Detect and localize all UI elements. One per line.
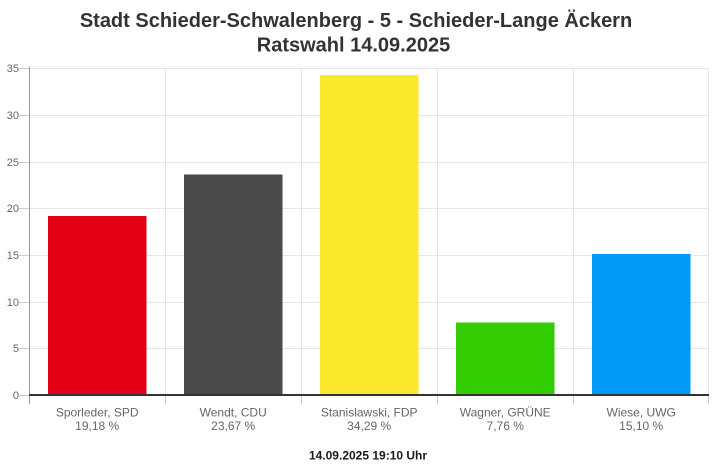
svg-text:35: 35 (7, 63, 19, 75)
svg-text:23,67 %: 23,67 % (211, 419, 255, 433)
svg-text:Wiese, UWG: Wiese, UWG (607, 406, 676, 420)
svg-text:19,18 %: 19,18 % (75, 419, 119, 433)
svg-text:14.09.2025 19:10 Uhr: 14.09.2025 19:10 Uhr (309, 449, 427, 463)
svg-text:Wagner, GRÜNE: Wagner, GRÜNE (460, 406, 551, 420)
svg-text:0: 0 (13, 390, 19, 402)
svg-text:30: 30 (7, 110, 19, 122)
svg-text:Stanislawski, FDP: Stanislawski, FDP (321, 406, 418, 420)
svg-text:15,10 %: 15,10 % (619, 419, 663, 433)
svg-text:Sporleder, SPD: Sporleder, SPD (56, 406, 139, 420)
svg-text:Wendt, CDU: Wendt, CDU (200, 406, 267, 420)
svg-text:25: 25 (7, 157, 19, 169)
svg-text:Stadt Schieder-Schwalenberg -: Stadt Schieder-Schwalenberg - 5 - Schied… (80, 9, 632, 32)
svg-text:7,76 %: 7,76 % (487, 419, 525, 433)
svg-text:10: 10 (7, 297, 19, 309)
svg-text:15: 15 (7, 250, 19, 262)
svg-text:Ratswahl 14.09.2025: Ratswahl 14.09.2025 (257, 35, 450, 57)
svg-text:34,29 %: 34,29 % (347, 419, 391, 433)
svg-text:5: 5 (13, 343, 19, 355)
svg-text:20: 20 (7, 203, 19, 215)
